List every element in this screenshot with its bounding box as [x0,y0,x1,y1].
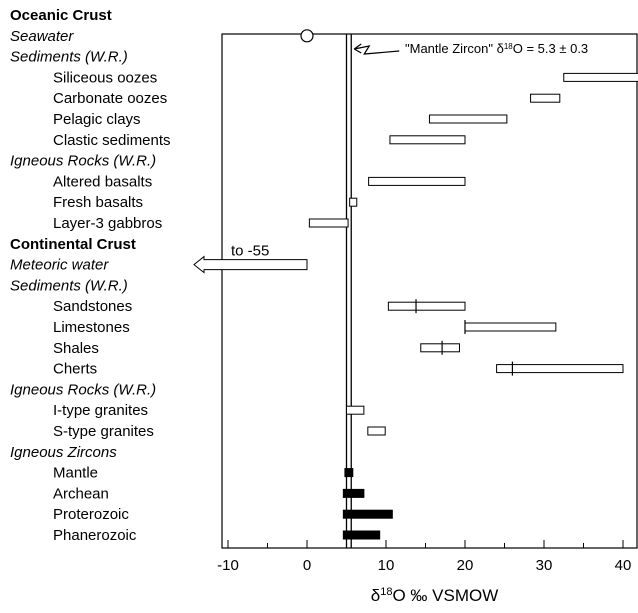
row-label: Limestones [53,319,130,336]
range-bar [342,530,381,540]
row-label: Clastic sediments [53,132,171,149]
range-bar [344,468,354,478]
range-bar [342,509,393,519]
range-bar [346,405,365,415]
x-tick-label: 20 [457,557,474,574]
row-label: Carbonate oozes [53,90,167,107]
row-label: Igneous Rocks (W.R.) [10,381,156,398]
row-label: Siliceous oozes [53,69,157,86]
range-bar [308,218,349,228]
range-bar [349,197,358,207]
range-bar [420,343,460,353]
row-label: Archean [53,485,109,502]
row-label: Phanerozoic [53,527,137,544]
row-label: Seawater [10,28,74,45]
row-label: Meteoric water [10,257,109,274]
row-label: Igneous Rocks (W.R.) [10,153,156,170]
mantle-zircon-label: "Mantle Zircon" δ18O = 5.3 ± 0.3 [405,41,588,56]
row-label: Continental Crust [10,236,136,253]
range-bar [387,301,466,311]
meteoric-water-arrow [193,255,308,274]
row-label: Sediments (W.R.) [10,49,128,66]
range-bar [342,488,365,498]
range-bar [368,176,466,186]
row-label: Pelagic clays [53,111,141,128]
x-tick-label: 30 [536,557,553,574]
range-bar [496,364,624,374]
range-bar [367,426,386,436]
range-bar [464,322,557,332]
x-tick-label: 10 [378,557,395,574]
annotation-arrowhead [353,43,362,54]
row-label: I-type granites [53,402,148,419]
x-tick-label: -10 [217,557,239,574]
row-label: Proterozoic [53,506,129,523]
row-label: Cherts [53,361,97,378]
plot-frame [221,33,638,549]
range-bar [428,114,508,124]
row-label: Sediments (W.R.) [10,277,128,294]
row-label: Oceanic Crust [10,7,112,24]
annotation-pointer [354,45,400,55]
seawater-point [300,29,314,43]
row-label: Shales [53,340,99,357]
x-tick-label: 40 [615,557,632,574]
range-bar [530,93,561,103]
range-bar [563,72,638,82]
row-label: Altered basalts [53,173,152,190]
row-label: S-type granites [53,423,154,440]
row-label: Mantle [53,465,98,482]
row-label: Fresh basalts [53,194,143,211]
arrow-label: to -55 [231,243,269,260]
x-axis-title: δ18O ‰ VSMOW [371,586,499,605]
row-label: Igneous Zircons [10,444,117,461]
row-label: Sandstones [53,298,132,315]
range-bar [389,135,466,145]
row-label: Layer-3 gabbros [53,215,162,232]
x-tick-label: 0 [303,557,311,574]
